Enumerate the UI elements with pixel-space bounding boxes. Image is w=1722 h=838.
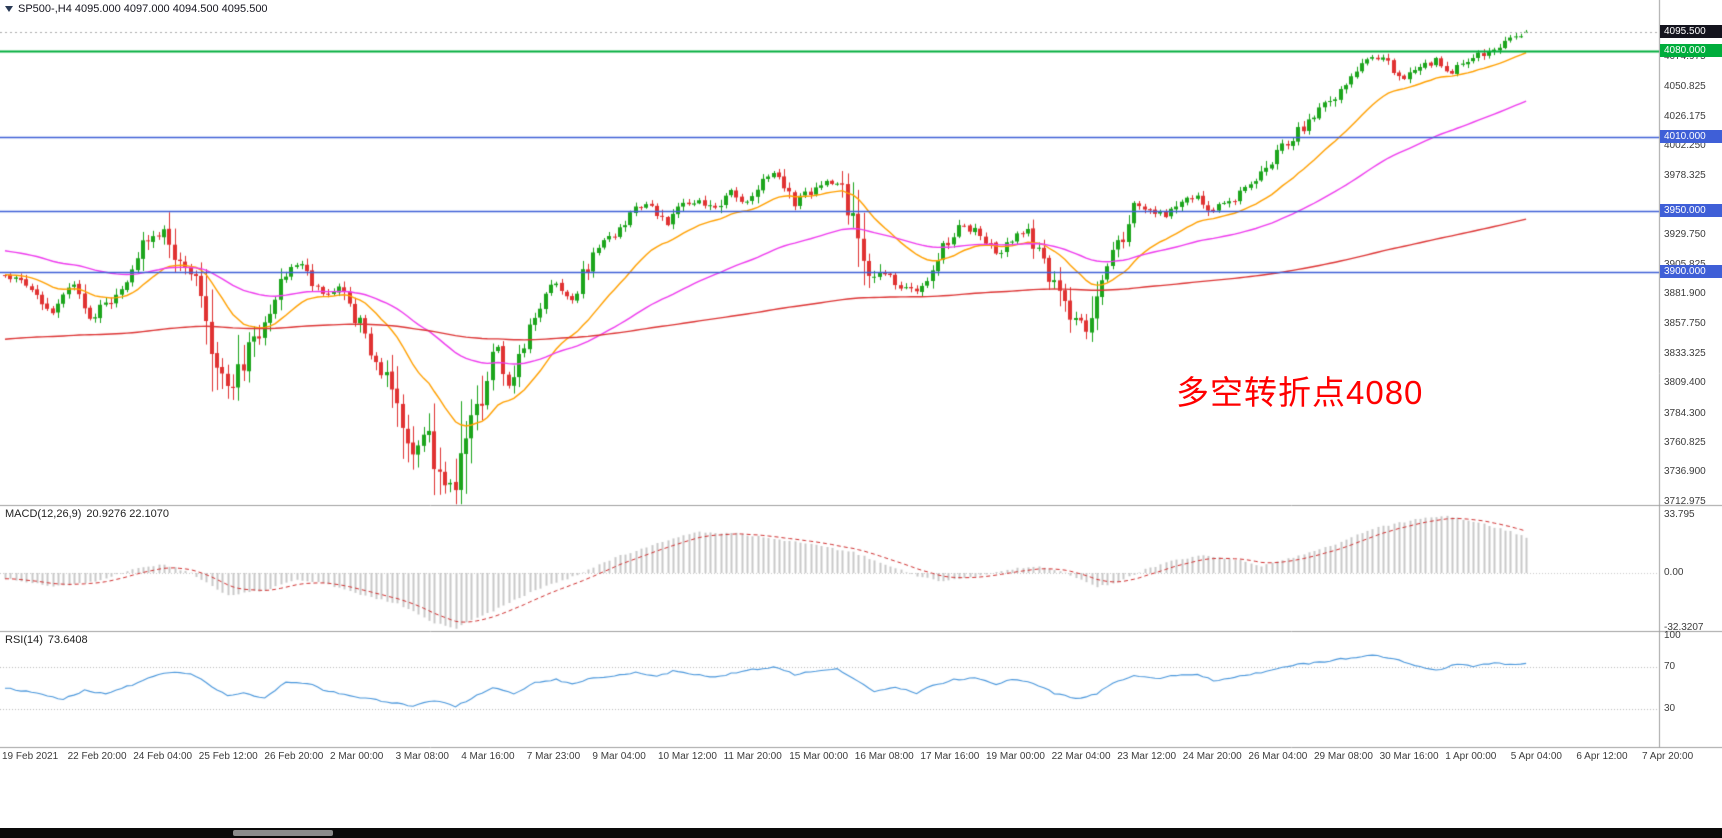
time-label: 25 Feb 12:00 — [198, 751, 258, 762]
time-label: 26 Feb 20:00 — [264, 751, 324, 762]
time-label: 5 Apr 04:00 — [1510, 751, 1562, 762]
time-label: 2 Mar 00:00 — [330, 751, 384, 762]
time-label: 19 Feb 2021 — [2, 751, 59, 762]
time-label: 30 Mar 16:00 — [1379, 751, 1439, 762]
chart-header: SP500-,H4 4095.000 4097.000 4094.500 409… — [5, 3, 268, 15]
scrollbar-thumb[interactable] — [233, 830, 333, 836]
symbol-ohlc-line: SP500-,H4 4095.000 4097.000 4094.500 409… — [18, 3, 268, 15]
time-label: 3 Mar 08:00 — [395, 751, 449, 762]
rsi-value: 73.6408 — [47, 634, 88, 646]
time-label: 11 Mar 20:00 — [723, 751, 782, 762]
time-label: 22 Mar 04:00 — [1051, 751, 1111, 762]
time-label: 4 Mar 16:00 — [461, 751, 515, 762]
rsi-title: RSI(14) — [5, 634, 43, 646]
time-label: 26 Mar 04:00 — [1248, 751, 1308, 762]
time-label: 29 Mar 08:00 — [1314, 751, 1373, 762]
time-label: 9 Mar 04:00 — [592, 751, 646, 762]
time-label: 10 Mar 12:00 — [658, 751, 717, 762]
time-label: 24 Mar 20:00 — [1182, 751, 1242, 762]
time-label: 1 Apr 00:00 — [1445, 751, 1497, 762]
time-label: 16 Mar 08:00 — [854, 751, 914, 762]
time-label: 15 Mar 00:00 — [789, 751, 849, 762]
time-label: 6 Apr 12:00 — [1576, 751, 1628, 762]
time-label: 24 Feb 04:00 — [133, 751, 193, 762]
time-label: 17 Mar 16:00 — [920, 751, 980, 762]
time-label: 22 Feb 20:00 — [67, 751, 127, 762]
rsi-indicator-label: RSI(14) 73.6408 — [5, 634, 88, 646]
time-label: 19 Mar 00:00 — [986, 751, 1045, 762]
chart-annotation-text: 多空转折点4080 — [1176, 374, 1424, 411]
macd-title: MACD(12,26,9) — [5, 508, 82, 520]
time-label: 7 Mar 23:00 — [526, 751, 581, 762]
macd-values: 20.9276 22.1070 — [86, 508, 170, 520]
symbol-marker-icon — [5, 6, 13, 12]
bottom-scrollbar[interactable] — [0, 828, 1722, 838]
time-axis[interactable]: 19 Feb 2021 22 Feb 20:00 24 Feb 04:00 25 Fe… — [0, 748, 1722, 770]
time-label: 7 Apr 20:00 — [1642, 751, 1694, 762]
macd-indicator-label: MACD(12,26,9) 20.9276 22.1070 — [5, 508, 169, 520]
time-label: 23 Mar 12:00 — [1117, 751, 1177, 762]
